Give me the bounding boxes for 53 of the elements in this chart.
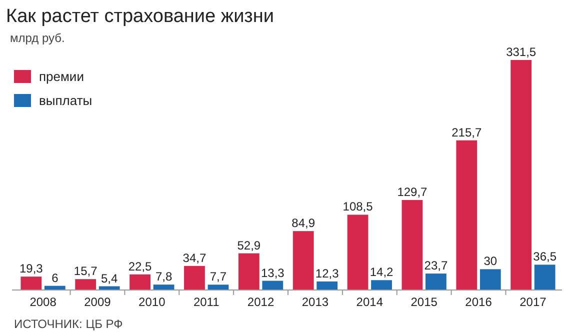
data-label: 34,7	[182, 250, 206, 265]
data-label: 52,9	[237, 238, 261, 252]
x-tick-label: 2014	[356, 295, 384, 309]
chart-subtitle: млрд руб.	[10, 31, 65, 45]
data-label: 84,9	[292, 216, 316, 230]
data-label: 14,2	[370, 265, 394, 280]
bar	[184, 266, 205, 290]
bar	[316, 281, 338, 290]
bar	[20, 276, 42, 290]
bar	[510, 60, 532, 290]
x-tick-label: 2008	[30, 295, 57, 309]
data-label: 215,7	[452, 125, 482, 140]
data-label: 129,7	[397, 185, 428, 200]
bar	[402, 200, 423, 290]
data-label: 15,7	[74, 264, 98, 278]
x-tick-label: 2013	[302, 295, 329, 309]
x-tick-label: 2010	[138, 295, 166, 309]
chart-title: Как растет страхование жизни	[6, 6, 274, 27]
data-label: 7,8	[155, 270, 172, 284]
x-tick-label: 2009	[84, 295, 112, 309]
legend-label: выплаты	[39, 93, 92, 108]
data-label: 23,7	[424, 258, 448, 273]
bar	[262, 280, 284, 290]
data-label: 36,5	[533, 250, 557, 264]
bar	[480, 269, 501, 290]
data-label: 6	[52, 270, 59, 285]
data-label: 30	[484, 254, 498, 268]
bar	[534, 264, 556, 290]
bar	[238, 253, 260, 290]
bar	[208, 284, 229, 290]
bar	[347, 214, 368, 290]
data-label: 12,3	[315, 266, 340, 280]
x-tick-label: 2012	[247, 295, 274, 309]
bar	[292, 231, 314, 290]
data-label: 7,7	[210, 270, 227, 284]
legend-label: премии	[39, 69, 84, 84]
data-label: 19,3	[19, 262, 44, 276]
bar	[371, 280, 392, 290]
data-label: 13,3	[260, 266, 285, 280]
x-tick-label: 2011	[193, 295, 220, 309]
text: ИСТОЧНИК: ЦБ РФ	[14, 317, 123, 331]
data-label: 331,5	[506, 45, 536, 59]
data-label: 22,5	[128, 259, 152, 274]
bar	[426, 274, 446, 290]
x-tick-label: 2016	[465, 295, 492, 309]
bar	[456, 140, 478, 290]
data-label: 108,5	[342, 200, 374, 214]
data-label: 5,4	[101, 271, 118, 286]
x-tick-label: 2017	[520, 295, 547, 309]
bar	[153, 284, 174, 290]
bar	[130, 274, 150, 290]
bar	[75, 279, 96, 290]
x-tick-label: 2015	[410, 295, 438, 309]
